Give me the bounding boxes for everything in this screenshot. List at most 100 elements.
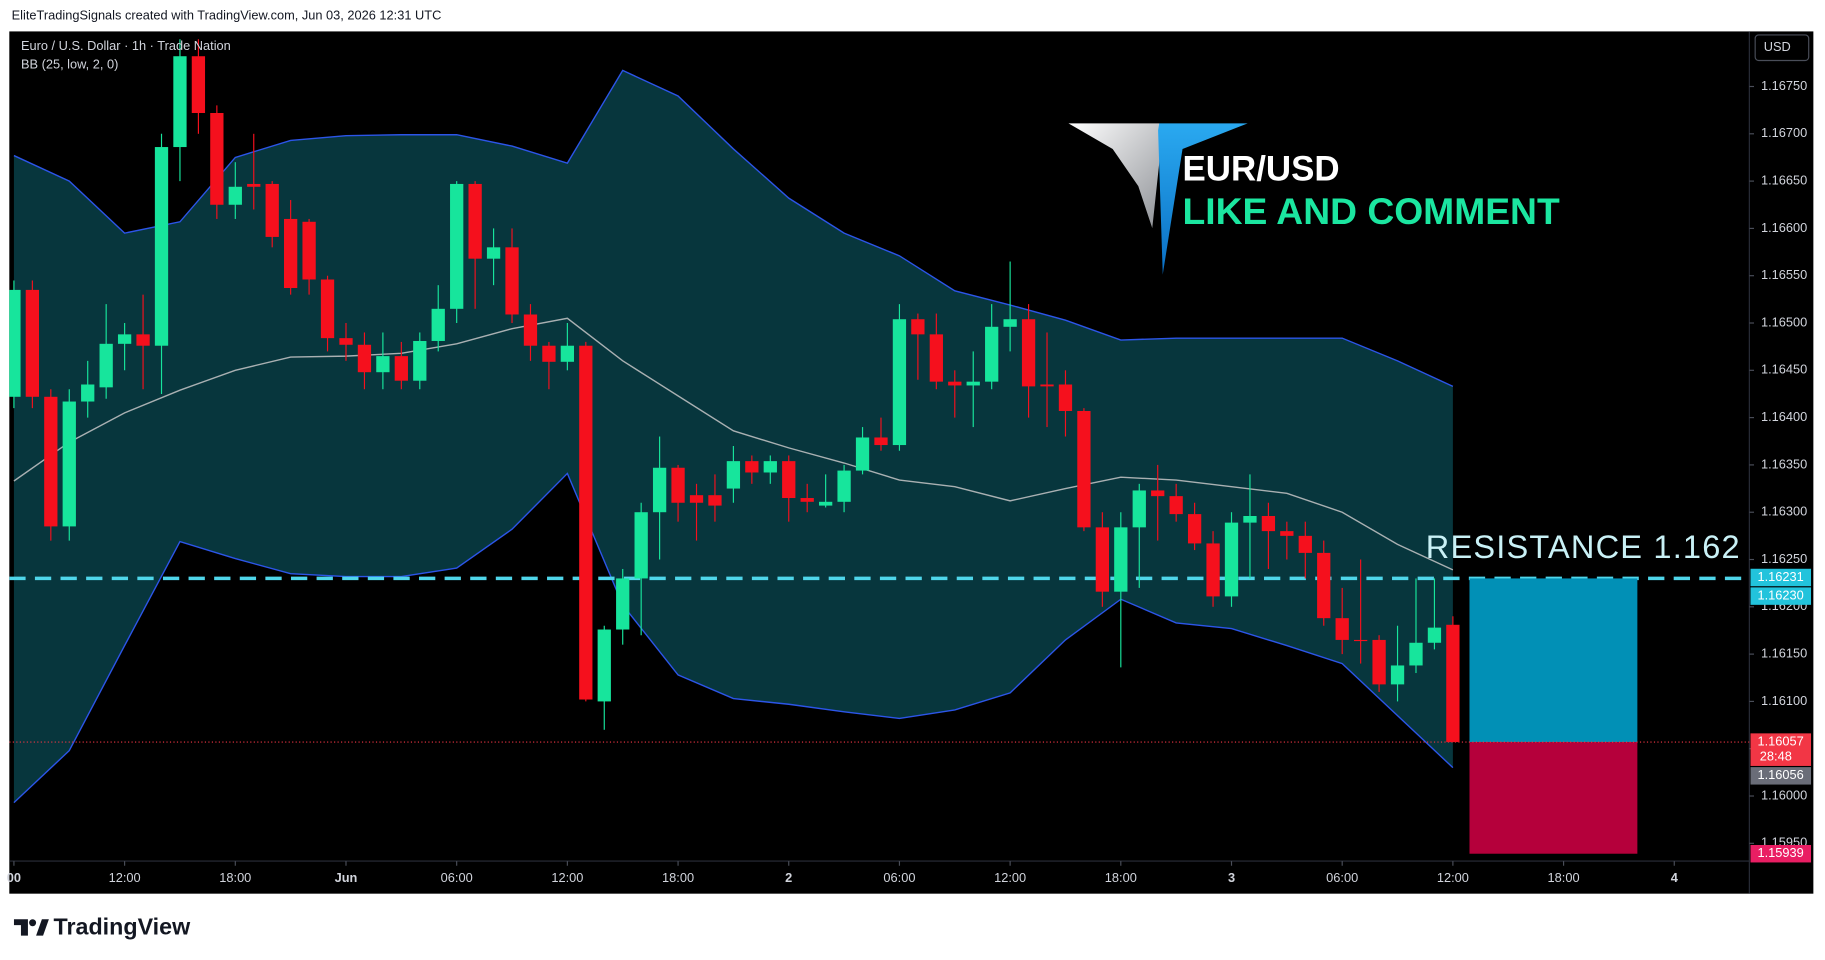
candle-body bbox=[1151, 490, 1165, 497]
candle-body bbox=[819, 501, 833, 506]
candle-body bbox=[1280, 531, 1294, 536]
candle-body bbox=[1335, 618, 1349, 640]
price-label: 1.16057 bbox=[1757, 733, 1803, 748]
candle-body bbox=[265, 183, 279, 237]
candle-body bbox=[191, 56, 206, 113]
x-tick-label: 12:00 bbox=[1437, 870, 1469, 885]
x-tick-label: Jun bbox=[335, 870, 358, 885]
candle-body bbox=[597, 629, 611, 702]
candle-body bbox=[1058, 384, 1073, 411]
x-tick-label: 12:00 bbox=[109, 870, 141, 885]
candle-body bbox=[1317, 552, 1331, 619]
price-label: 1.15939 bbox=[1757, 845, 1803, 860]
footer-brand: TradingView bbox=[54, 914, 192, 940]
candle-body bbox=[25, 289, 40, 397]
candle-body bbox=[1114, 527, 1128, 592]
candle-body bbox=[302, 221, 316, 280]
x-tick-label: 00 bbox=[7, 870, 21, 885]
candle-body bbox=[1354, 639, 1368, 642]
price-label: 1.16056 bbox=[1757, 767, 1803, 782]
candle-body bbox=[948, 381, 962, 386]
plot bbox=[9, 39, 1750, 854]
candle-body bbox=[763, 461, 777, 473]
target-zone bbox=[1469, 578, 1638, 743]
symbol-title: Euro / U.S. Dollar · 1h · Trade Nation bbox=[21, 38, 231, 53]
candle-body bbox=[450, 183, 464, 309]
candle-body bbox=[173, 56, 187, 148]
x-tick-label: 12:00 bbox=[551, 870, 583, 885]
candle-body bbox=[228, 186, 242, 205]
price-label-box bbox=[1750, 568, 1812, 587]
candle-body bbox=[9, 289, 21, 397]
candle-body bbox=[44, 396, 58, 527]
price-label: 1.16231 bbox=[1757, 569, 1803, 584]
y-tick-label: 1.16450 bbox=[1761, 362, 1807, 377]
y-tick-label: 1.16250 bbox=[1761, 551, 1807, 566]
candle-body bbox=[1040, 384, 1054, 387]
x-tick-label: 18:00 bbox=[1105, 870, 1137, 885]
candle-body bbox=[1390, 665, 1405, 685]
candle-body bbox=[117, 334, 132, 344]
y-tick-label: 1.16400 bbox=[1761, 409, 1807, 424]
candle-body bbox=[911, 319, 925, 335]
candle-body bbox=[1095, 527, 1110, 592]
candle-body bbox=[284, 218, 298, 289]
overlay-symbol: EUR/USD bbox=[1183, 149, 1340, 188]
overlay-cta: LIKE AND COMMENT bbox=[1183, 190, 1560, 232]
candle-body bbox=[800, 498, 814, 502]
candle-body bbox=[837, 470, 851, 502]
candle-body bbox=[394, 356, 408, 381]
price-label-box bbox=[1750, 733, 1812, 766]
candle-body bbox=[320, 279, 335, 339]
y-tick-label: 1.16650 bbox=[1761, 172, 1807, 187]
band-middle bbox=[13, 317, 1454, 571]
candle-body bbox=[523, 314, 538, 346]
x-tick-label: 4 bbox=[1671, 870, 1679, 885]
logo-mark bbox=[36, 919, 49, 936]
y-tick-label: 1.16150 bbox=[1761, 645, 1807, 660]
candle-body bbox=[929, 334, 943, 382]
candle-body bbox=[431, 308, 445, 341]
candle-body bbox=[1206, 543, 1220, 597]
currency-button[interactable] bbox=[1754, 34, 1810, 62]
currency: USD bbox=[1764, 39, 1791, 54]
candle-body bbox=[616, 578, 630, 630]
candle-body bbox=[689, 495, 704, 503]
candle-body bbox=[413, 340, 427, 381]
candle-body bbox=[782, 461, 796, 499]
y-tick-label: 1.16300 bbox=[1761, 504, 1807, 519]
band-fill bbox=[13, 70, 1453, 803]
y-tick-label: 1.16700 bbox=[1761, 125, 1807, 140]
candle-body bbox=[745, 461, 759, 473]
candle-body bbox=[505, 247, 519, 315]
price-label: 1.16230 bbox=[1757, 587, 1803, 602]
axes: 1.159501.160001.160501.161001.161501.162… bbox=[7, 78, 1812, 885]
stop-zone bbox=[1469, 742, 1638, 854]
candle-body bbox=[1261, 515, 1276, 532]
candle-body bbox=[210, 112, 224, 205]
y-tick-label: 1.16600 bbox=[1761, 220, 1807, 235]
x-tick-label: 3 bbox=[1228, 870, 1235, 885]
resistance-label: RESISTANCE 1.162 bbox=[1426, 529, 1741, 565]
price-label-box bbox=[1750, 587, 1812, 605]
band-lower bbox=[13, 472, 1454, 804]
candle-body bbox=[468, 183, 482, 259]
x-tick-label: 06:00 bbox=[1326, 870, 1358, 885]
price-label-box bbox=[1750, 767, 1812, 785]
x-tick-label: 18:00 bbox=[1548, 870, 1580, 885]
candle-body bbox=[1446, 624, 1460, 743]
candle-body bbox=[1003, 319, 1017, 327]
candle-body bbox=[339, 338, 353, 345]
candle-body bbox=[486, 247, 501, 259]
candle-body bbox=[708, 495, 722, 506]
candle-body bbox=[81, 384, 95, 402]
x-tick-label: 18:00 bbox=[219, 870, 251, 885]
logo-mark bbox=[29, 919, 37, 927]
candle-body bbox=[1243, 515, 1257, 523]
footer-logo bbox=[13, 919, 49, 936]
candle-body bbox=[1187, 514, 1202, 544]
x-tick-label: 18:00 bbox=[662, 870, 694, 885]
candle-body bbox=[671, 467, 685, 503]
